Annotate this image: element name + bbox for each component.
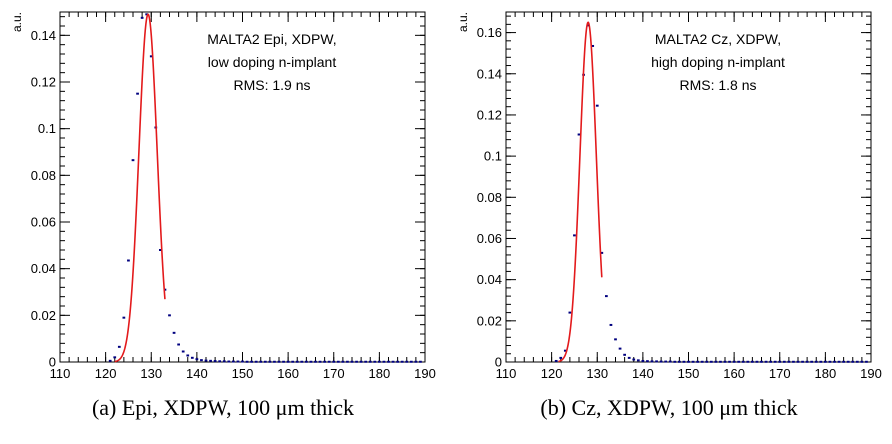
y-tick-label: 0.06 <box>477 231 502 246</box>
annotation-line: RMS: 1.9 ns <box>233 77 310 93</box>
chart-cz-svg: 110 120 130 140 150 160 170 180 190 0 0.02 0.04 0.06… <box>456 11 882 393</box>
x-tick-label: 140 <box>632 366 654 380</box>
chart-panel-cz: 110 120 130 140 150 160 170 180 190 0 0.02 0.04 0.06… <box>446 0 892 444</box>
x-tick-label: 160 <box>723 366 745 380</box>
x-axis-title: time since L1A [ns] <box>770 379 871 380</box>
y-axis-title: a.u. <box>10 12 24 32</box>
annotation-line: RMS: 1.8 ns <box>679 77 756 93</box>
y-tick-label: 0.1 <box>38 121 56 136</box>
y-tick-label: 0.08 <box>31 168 56 183</box>
chart-panel-epi: 110 120 130 140 150 160 170 180 190 0 0.02 0.04 0.06… <box>10 11 436 393</box>
x-tick-label: 130 <box>586 366 608 380</box>
y-tick-label: 0 <box>49 355 56 370</box>
x-tick-label: 150 <box>678 366 700 380</box>
annotation-line: high doping n-implant <box>651 54 785 70</box>
fit-curve <box>558 21 603 363</box>
y-tick-label: 0.14 <box>31 28 56 43</box>
y-axis-title: a.u. <box>456 12 470 32</box>
y-tick-label: 0.04 <box>477 272 502 287</box>
x-tick-label: 180 <box>815 366 837 380</box>
x-tick-label: 170 <box>769 366 791 380</box>
chart-epi-svg: 110 120 130 140 150 160 170 180 190 0 0.02 0.04 0.06… <box>10 11 436 393</box>
y-tick-label: 0.12 <box>31 75 56 90</box>
y-tick-label: 0.02 <box>31 308 56 323</box>
x-tick-label: 160 <box>277 366 299 380</box>
x-tick-label: 190 <box>860 366 882 380</box>
x-tick-label: 180 <box>369 366 391 380</box>
y-tick-label: 0.14 <box>477 66 502 81</box>
y-tick-label: 0.04 <box>31 261 56 276</box>
y-tick-label: 0.1 <box>484 149 502 164</box>
y-tick-label: 0.02 <box>477 313 502 328</box>
y-tick-label: 0.06 <box>31 215 56 230</box>
x-tick-label: 150 <box>232 366 254 380</box>
x-tick-label: 120 <box>541 366 563 380</box>
y-tick-label: 0 <box>495 355 502 370</box>
caption-cz: (b) Cz, XDPW, 100 μm thick <box>540 395 798 420</box>
annotation-line: MALTA2 Cz, XDPW, <box>655 31 781 47</box>
x-tick-label: 110 <box>50 366 71 380</box>
x-tick-label: 120 <box>95 366 117 380</box>
caption-epi: (a) Epi, XDPW, 100 μm thick <box>91 395 355 420</box>
y-tick-label: 0.16 <box>477 25 502 40</box>
x-axis-title: time since L1A [ns] <box>324 379 425 380</box>
fit-curve <box>114 13 166 363</box>
x-tick-label: 190 <box>414 366 436 380</box>
y-tick-label: 0.12 <box>477 107 502 122</box>
x-tick-label: 140 <box>186 366 208 380</box>
y-tick-label: 0.08 <box>477 190 502 205</box>
x-tick-label: 170 <box>323 366 345 380</box>
annotation-line: MALTA2 Epi, XDPW, <box>207 31 336 47</box>
x-tick-label: 130 <box>140 366 162 380</box>
annotation-line: low doping n-implant <box>208 54 337 70</box>
x-tick-label: 110 <box>496 366 517 380</box>
